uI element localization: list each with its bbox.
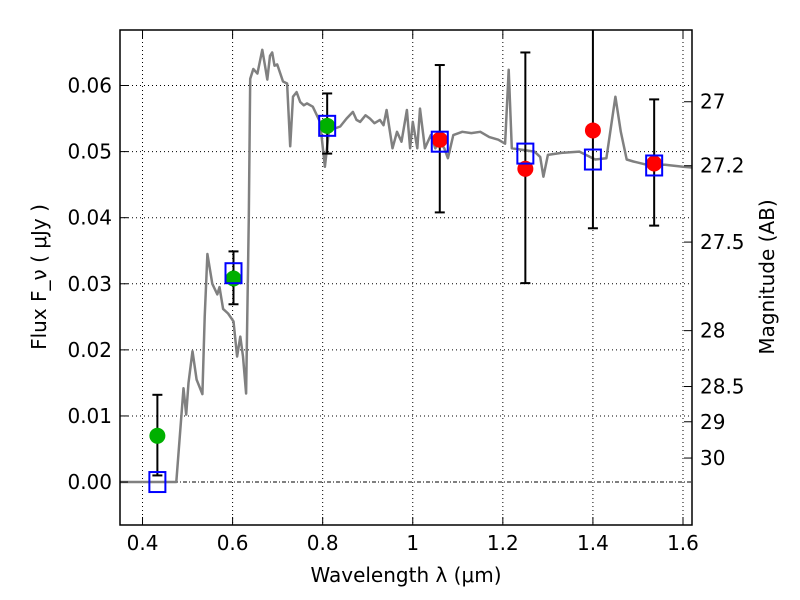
right-tick-label: 28: [700, 319, 725, 343]
y-tick-label: 0.01: [67, 404, 112, 428]
model-square: [318, 114, 337, 137]
y-axis-label: Flux F_ν ( μJy ): [27, 204, 51, 350]
data-point: [149, 427, 166, 444]
model-square: [645, 154, 664, 177]
x-tick-label: 1.4: [577, 531, 609, 555]
right-tick-label: 30: [700, 446, 725, 470]
data-point: [646, 155, 663, 172]
data-point: [584, 122, 601, 139]
right-tick-label: 27: [700, 90, 725, 114]
data-point: [431, 131, 448, 148]
data-point: [517, 160, 534, 177]
spectrum-layer: [120, 48, 693, 484]
model-square: [516, 142, 535, 165]
x-axis-label: Wavelength λ (μm): [310, 563, 501, 587]
y-tick-label: 0.05: [67, 140, 112, 164]
model-square: [224, 262, 243, 285]
x-tick-label: 0.6: [217, 531, 249, 555]
axes: 0.4 0.6 0.8 1 1.2 1.4 1.6 0.00 0.01 0.02 0.03 0.04 0…: [67, 29, 745, 555]
y-tick-label: 0.06: [67, 74, 112, 98]
x-tick-label: 1.2: [487, 531, 519, 555]
data-point: [319, 117, 336, 134]
model-square: [583, 148, 602, 171]
grid: [120, 30, 692, 525]
data-marks: [148, 30, 664, 494]
x-tick-label: 1: [406, 531, 419, 555]
model-square: [148, 471, 167, 494]
model-square: [430, 130, 449, 153]
y-axis-right-label: Magnitude (AB): [755, 199, 779, 354]
spectrum-line: [120, 48, 693, 484]
y-tick-label: 0.00: [67, 470, 112, 494]
x-tick-label: 0.4: [127, 531, 159, 555]
right-tick-label: 28.5: [700, 375, 745, 399]
x-tick-label: 1.6: [667, 531, 699, 555]
plot-frame: [119, 29, 693, 526]
y-tick-label: 0.04: [67, 206, 112, 230]
y-tick-label: 0.02: [67, 338, 112, 362]
right-tick-label: 27.2: [700, 154, 745, 178]
y-tick-label: 0.03: [67, 272, 112, 296]
x-tick-label: 0.8: [307, 531, 339, 555]
right-tick-label: 27.5: [700, 230, 745, 254]
right-tick-label: 29: [700, 410, 725, 434]
